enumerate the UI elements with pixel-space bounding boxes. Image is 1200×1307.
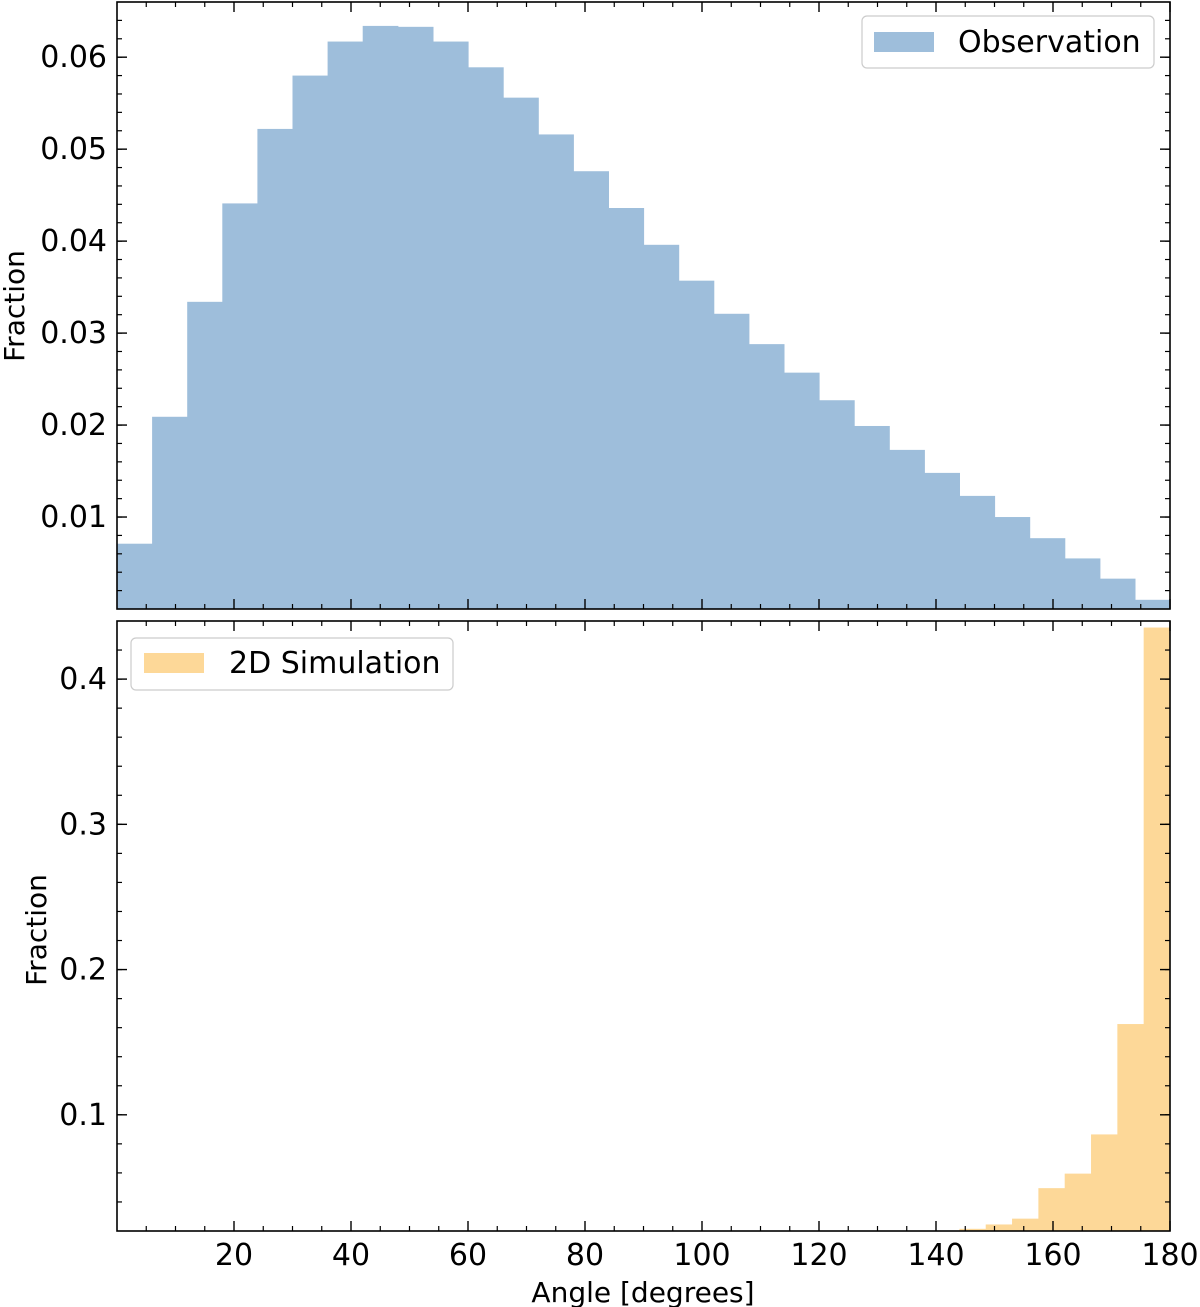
histogram-bar (292, 75, 329, 609)
histogram-bar (1099, 578, 1136, 609)
y-tick-label: 0.3 (59, 807, 107, 842)
histogram-bar (1117, 1024, 1145, 1231)
y-major-ticks (117, 678, 1170, 1116)
legend-box (130, 637, 454, 691)
plot-frame (116, 620, 1171, 1232)
y-tick-labels: 0.01 0.02 0.03 0.04 0.05 0.06 (40, 40, 107, 535)
histogram-bar (222, 203, 258, 609)
x-axis-label: Angle [degrees] (531, 1276, 754, 1307)
histogram-bar (503, 97, 539, 610)
y-tick-label: 0.03 (40, 316, 107, 351)
histogram-bar (783, 372, 820, 609)
y-tick-label: 0.01 (40, 500, 107, 535)
y-tick-label: 0.2 (59, 953, 107, 988)
y-axis-label: Fraction (20, 874, 53, 986)
y-tick-label: 0.06 (40, 40, 107, 75)
histogram-bar (1038, 1188, 1066, 1231)
x-major-ticks (233, 2, 1171, 609)
histogram-bar (889, 449, 925, 609)
histogram-bar (643, 244, 680, 610)
histogram-bar (573, 171, 609, 609)
histogram-bar (152, 416, 188, 609)
histogram-bar (1029, 538, 1066, 609)
legend-swatch (144, 653, 204, 673)
x-tick-label: 160 (1024, 1238, 1081, 1273)
histogram-bar (117, 543, 153, 609)
histogram-bar (432, 41, 469, 610)
x-tick-label: 120 (790, 1238, 847, 1273)
histogram-bar (1143, 627, 1171, 1231)
histogram-bar (468, 67, 504, 610)
y-minor-ticks (117, 649, 1170, 1203)
histogram-bar (187, 301, 223, 609)
x-tick-label: 180 (1141, 1238, 1198, 1273)
histogram-bar (397, 26, 434, 609)
legend-box (861, 15, 1155, 69)
histogram-bar (608, 208, 645, 609)
x-tick-label: 80 (566, 1238, 604, 1273)
histogram-bar (819, 400, 855, 609)
histogram-bar (362, 25, 399, 610)
histogram-bar (257, 128, 294, 610)
y-tick-label: 0.02 (40, 408, 107, 443)
y-tick-label: 0.04 (40, 224, 107, 259)
histogram-bar (713, 313, 750, 609)
histogram-bar (327, 41, 364, 610)
histogram-bar (538, 134, 574, 609)
y-tick-label: 0.05 (40, 132, 107, 167)
x-major-ticks (233, 621, 1171, 1231)
legend-label: Observation (958, 25, 1141, 60)
observation-panel: 0.01 0.02 0.03 0.04 0.05 0.06 Fraction Observ… (0, 1, 1171, 610)
y-major-ticks (117, 56, 1170, 518)
histogram-bar (678, 280, 715, 609)
observation-bars (117, 25, 1171, 610)
x-tick-label: 60 (449, 1238, 487, 1273)
x-tick-label: 40 (332, 1238, 370, 1273)
y-tick-labels: 0.1 0.2 0.3 0.4 (59, 662, 107, 1133)
histogram-bar (985, 1224, 1013, 1231)
y-tick-label: 0.1 (59, 1098, 107, 1133)
y-axis-label: Fraction (0, 250, 31, 362)
x-tick-label: 20 (215, 1238, 253, 1273)
simulation-panel: 20 40 60 80 100 120 140 160 180 0.1 0.2 0.3 0.4 Fra… (20, 620, 1199, 1307)
histogram-bar (854, 425, 890, 609)
legend-label: 2D Simulation (229, 646, 441, 681)
legend: Observation (861, 15, 1155, 69)
x-minor-ticks (145, 621, 1142, 1231)
x-tick-label: 100 (673, 1238, 730, 1273)
histogram-bar (1012, 1218, 1039, 1231)
histogram-bar (748, 344, 785, 609)
legend-swatch (874, 32, 934, 52)
x-tick-label: 140 (907, 1238, 964, 1273)
histogram-bar (924, 472, 960, 609)
histogram-bar (959, 1228, 987, 1231)
histogram-bar (994, 517, 1031, 609)
histogram-bar (1134, 599, 1171, 609)
simulation-bars (959, 627, 1171, 1231)
histogram-bar (1091, 1134, 1118, 1231)
histogram-bar (1064, 1173, 1092, 1231)
x-tick-labels: 20 40 60 80 100 120 140 160 180 (215, 1238, 1199, 1273)
x-minor-ticks (145, 2, 1142, 609)
histogram-bar (1064, 558, 1101, 609)
legend: 2D Simulation (130, 637, 454, 691)
histogram-bar (959, 495, 996, 609)
y-tick-label: 0.4 (59, 662, 107, 697)
